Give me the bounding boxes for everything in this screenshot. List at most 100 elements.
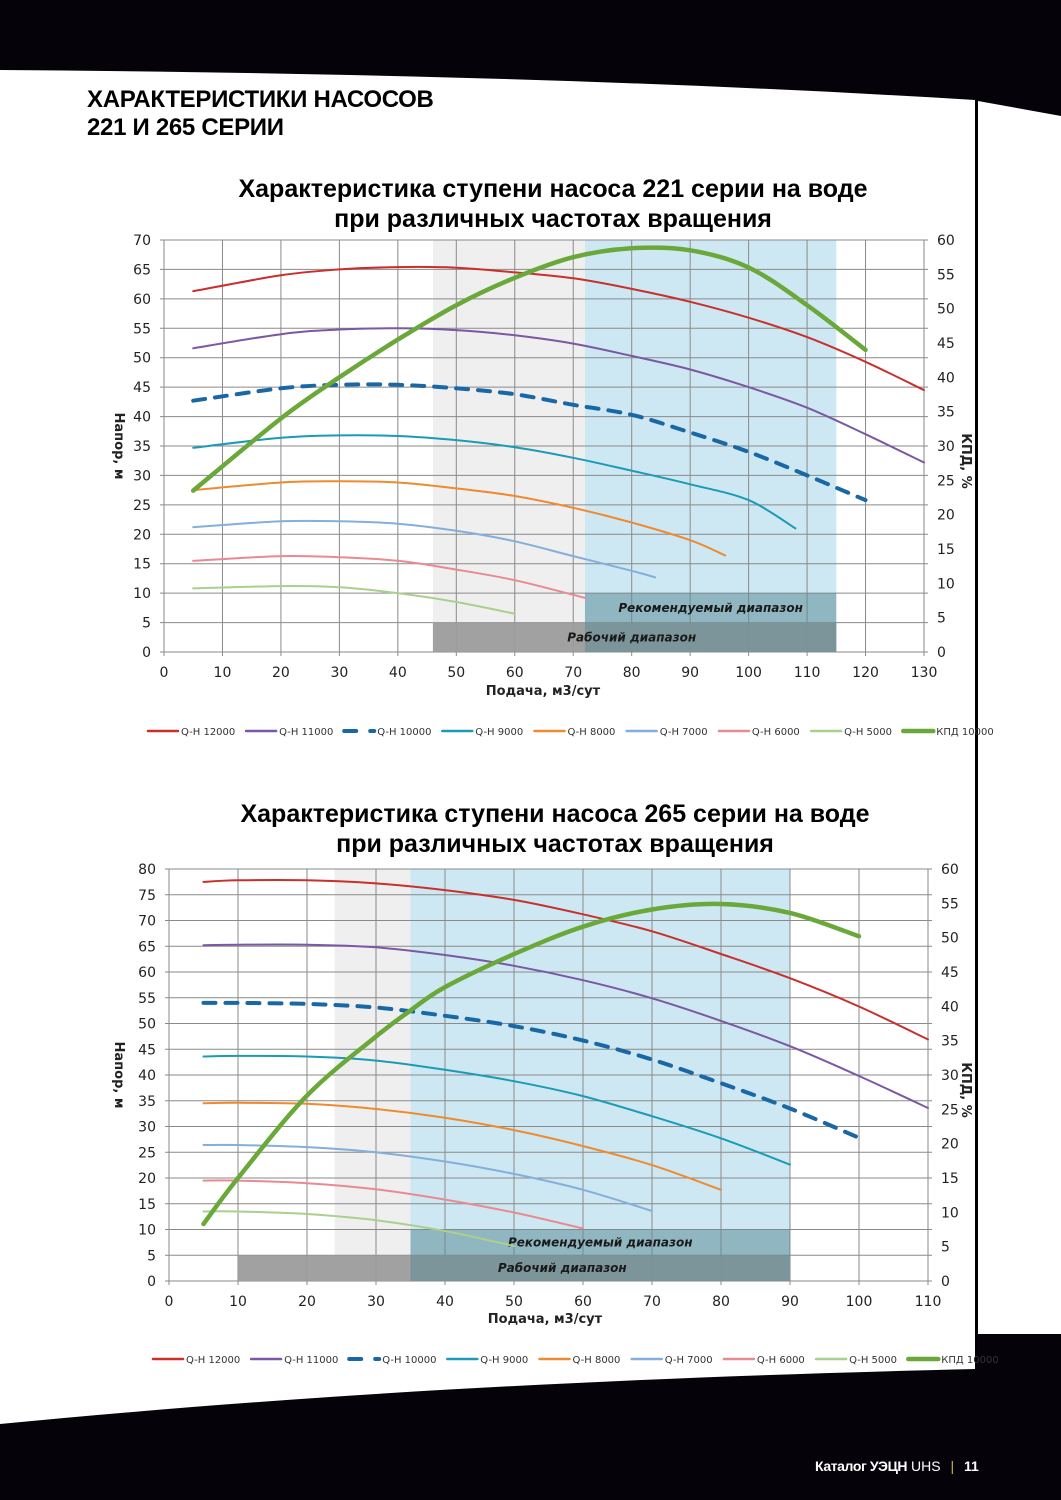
- recommended-range-label: Рекомендуемый диапазон: [508, 1235, 693, 1249]
- series-line-q-h-8000: [192, 480, 727, 557]
- y-tick-label: 55: [138, 991, 156, 1007]
- legend-label: Q-H 8000: [573, 1355, 621, 1366]
- y2-tick-label: 15: [937, 542, 955, 558]
- x-tick-label: 60: [506, 665, 524, 681]
- x-tick-label: 110: [915, 1294, 942, 1310]
- y-tick-label: 70: [133, 233, 151, 249]
- y2-tick-label: 30: [941, 1068, 959, 1084]
- y2-tick-label: 0: [937, 645, 946, 661]
- legend-label: Q-H 8000: [568, 727, 616, 738]
- y-tick-label: 20: [133, 527, 151, 543]
- page-heading-line2: 221 И 265 СЕРИИ: [87, 114, 284, 141]
- series-line-q-h-9000: [192, 434, 797, 530]
- series-line-q-h-7000: [202, 1143, 653, 1212]
- x-tick-label: 80: [712, 1294, 730, 1310]
- x-tick-label: 110: [794, 665, 821, 681]
- series-line-q-h-10000: [201, 1000, 861, 1140]
- series-line-q-h-10000: [191, 382, 868, 503]
- series-line-q-h-5000: [202, 1210, 515, 1247]
- y2-tick-label: 20: [937, 508, 955, 524]
- chart-title-line1: Характеристика ступени насоса 221 серии …: [238, 175, 867, 203]
- y-tick-label: 55: [133, 321, 151, 337]
- y2-tick-label: 50: [941, 931, 959, 947]
- y-tick-label: 10: [133, 586, 151, 602]
- y-tick-label: 65: [133, 262, 151, 278]
- chart-title-line2: при различных частотах вращения: [334, 205, 772, 233]
- series-line-q-h-12000: [202, 879, 929, 1041]
- chart-title-line1: Характеристика ступени насоса 265 серии …: [240, 800, 869, 828]
- y2-tick-label: 25: [937, 473, 955, 489]
- legend-label: Q-H 5000: [844, 727, 892, 738]
- chart-221-series: Характеристика ступени насоса 221 серии …: [111, 175, 994, 738]
- legend-label: Q-H 7000: [665, 1355, 713, 1366]
- y2-tick-label: 30: [937, 439, 955, 455]
- legend-label: Q-H 6000: [752, 727, 800, 738]
- legend-label: Q-H 10000: [377, 727, 431, 738]
- x-tick-label: 70: [643, 1294, 661, 1310]
- legend-label: Q-H 5000: [849, 1355, 897, 1366]
- page-heading-line1: ХАРАКТЕРИСТИКИ НАСОСОВ: [87, 86, 434, 113]
- y-tick-label: 35: [138, 1094, 156, 1110]
- legend-label: Q-H 10000: [382, 1355, 436, 1366]
- y2-tick-label: 5: [941, 1240, 950, 1256]
- series-line-q-h-11000: [202, 943, 929, 1109]
- legend-label: Q-H 6000: [757, 1355, 805, 1366]
- y2-tick-label: 25: [941, 1102, 959, 1118]
- x-tick-label: 30: [367, 1294, 385, 1310]
- y2-tick-label: 60: [937, 233, 955, 249]
- page-footer: Каталог УЭЦН UHS | 11: [815, 1458, 979, 1474]
- y-tick-label: 45: [138, 1042, 156, 1058]
- x-axis-label: Подача, м3/сут: [488, 1312, 603, 1327]
- series-line-q-h-6000: [192, 554, 586, 599]
- y2-tick-label: 60: [941, 862, 959, 878]
- x-tick-label: 90: [681, 665, 699, 681]
- footer-series: UHS: [911, 1458, 941, 1474]
- x-tick-label: 10: [214, 665, 232, 681]
- chart-265-series: Характеристика ступени насоса 265 серии …: [111, 800, 999, 1366]
- working-range-label: Рабочий диапазон: [498, 1261, 627, 1275]
- y2-tick-label: 35: [937, 405, 955, 421]
- series-line-q-h-8000: [202, 1101, 722, 1191]
- footer-separator: |: [950, 1458, 955, 1474]
- y2-tick-label: 40: [937, 370, 955, 386]
- y-tick-label: 60: [133, 292, 151, 308]
- series-line-кпд-10000: [190, 245, 868, 493]
- y2-tick-label: 45: [941, 965, 959, 981]
- y-tick-label: 50: [138, 1017, 156, 1033]
- series-line-кпд-10000: [201, 901, 862, 1227]
- series-line-q-h-11000: [192, 327, 925, 464]
- y-tick-label: 5: [147, 1248, 156, 1264]
- x-tick-label: 90: [781, 1294, 799, 1310]
- y-tick-label: 25: [138, 1145, 156, 1161]
- x-tick-label: 80: [623, 665, 641, 681]
- y-tick-label: 10: [138, 1223, 156, 1239]
- x-tick-label: 50: [505, 1294, 523, 1310]
- x-tick-label: 20: [298, 1294, 316, 1310]
- y-tick-label: 15: [133, 557, 151, 573]
- y2-tick-label: 35: [941, 1034, 959, 1050]
- legend-label: КПД 10000: [941, 1355, 998, 1366]
- legend-label: Q-H 9000: [480, 1355, 528, 1366]
- y2-tick-label: 50: [937, 302, 955, 318]
- y-tick-label: 75: [138, 888, 156, 904]
- legend-label: Q-H 12000: [181, 727, 235, 738]
- y-tick-label: 65: [138, 939, 156, 955]
- x-tick-label: 40: [389, 665, 407, 681]
- x-tick-label: 50: [447, 665, 465, 681]
- recommended-range-label: Рекомендуемый диапазон: [618, 601, 803, 615]
- legend-label: Q-H 9000: [475, 727, 523, 738]
- y2-tick-label: 20: [941, 1137, 959, 1153]
- y-tick-label: 40: [133, 410, 151, 426]
- x-tick-label: 100: [846, 1294, 873, 1310]
- x-axis-label: Подача, м3/сут: [486, 684, 601, 699]
- y2-tick-label: 40: [941, 999, 959, 1015]
- x-tick-label: 0: [160, 665, 169, 681]
- y2-tick-label: 5: [937, 611, 946, 627]
- y-tick-label: 50: [133, 351, 151, 367]
- working-range-label: Рабочий диапазон: [567, 630, 696, 644]
- x-tick-label: 120: [852, 665, 879, 681]
- y-tick-label: 5: [142, 616, 151, 632]
- page-number: 11: [964, 1458, 979, 1474]
- legend-label: Q-H 11000: [279, 727, 333, 738]
